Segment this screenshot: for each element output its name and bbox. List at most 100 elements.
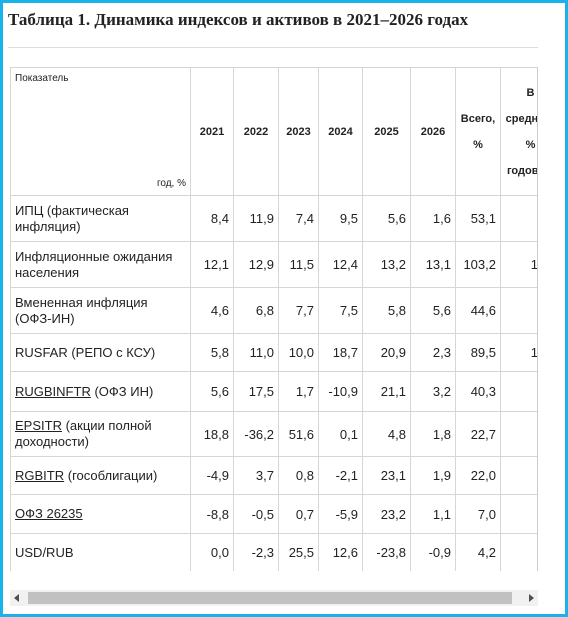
table-row: RUSFAR (РЕПО с КСУ) 5,8 11,0 10,0 18,7 20,9 2,… xyxy=(10,333,537,372)
cell-value: 23,1 xyxy=(362,456,411,495)
column-header: В среднем, % годовых xyxy=(500,67,537,196)
row-name: Инфляционные ожидания населения xyxy=(15,248,173,280)
cell-value: 3,9 xyxy=(500,456,537,495)
scrollbar[interactable] xyxy=(10,590,538,606)
column-header: 2022 xyxy=(233,67,279,196)
corner-bottom: год, % xyxy=(156,178,186,189)
cell-value: 12,6 xyxy=(318,533,363,571)
cell-value: 51,6 xyxy=(278,411,319,457)
row-label: Вмененная инфляция (ОФЗ-ИН) xyxy=(10,287,191,334)
cell-value: 40,3 xyxy=(455,371,501,412)
cell-value: 11,9 xyxy=(233,195,279,242)
cell-value: 1,6 xyxy=(410,195,456,242)
row-name: Вмененная инфляция (ОФЗ-ИН) xyxy=(15,294,148,326)
cell-value: 21,1 xyxy=(362,371,411,412)
cell-value: -0,9 xyxy=(410,533,456,571)
row-label: EPSITR (акции полной доходности) xyxy=(10,411,191,457)
title: Таблица 1. Динамика индексов и активов в… xyxy=(8,10,469,29)
row-name: (ОФЗ ИН) xyxy=(94,383,154,399)
column-header: 2023 xyxy=(278,67,319,196)
cell-value: 14,8 xyxy=(500,241,537,288)
cell-value: -8,8 xyxy=(190,494,234,534)
table: Показатель год, % 2021 2022 2023 2024 2025 202… xyxy=(10,67,537,571)
cell-value: 2,3 xyxy=(410,333,456,372)
cell-value: 1,7 xyxy=(278,371,319,412)
cell-value: 13,1 xyxy=(410,241,456,288)
cell-value: 0,0 xyxy=(190,533,234,571)
cell-value: 44,6 xyxy=(455,287,501,334)
row-label: ИПЦ (фактическая инфляция) xyxy=(10,195,191,242)
cell-value: 6,8 xyxy=(500,371,537,412)
table-body: ИПЦ (фактическая инфляция) 8,4 11,9 7,4 9,5 5… xyxy=(10,195,537,571)
scroll-left[interactable] xyxy=(14,594,19,602)
cell-value: 7,0 xyxy=(455,494,501,534)
column-header: 2024 xyxy=(318,67,363,196)
row-name: USD/RUB xyxy=(15,544,74,560)
table-row: RUGBINFTR (ОФЗ ИН) 5,6 17,5 1,7 -10,9 21,1 3,2… xyxy=(10,371,537,412)
cell-value: 53,1 xyxy=(455,195,501,242)
cell-value: 4,6 xyxy=(190,287,234,334)
cell-value: 0,8 xyxy=(500,533,537,571)
cell-value: -2,1 xyxy=(318,456,363,495)
row-link[interactable]: RUGBINFTR xyxy=(15,383,91,399)
row-name: (акции полной доходности) xyxy=(15,418,152,449)
corner-top: Показатель xyxy=(15,73,69,84)
corner-cell: Показатель год, % xyxy=(10,67,191,196)
row-name: RUSFAR (РЕПО с КСУ) xyxy=(15,344,156,360)
scroll-right[interactable] xyxy=(529,594,534,602)
cell-value: 12,1 xyxy=(190,241,234,288)
cell-value: 5,8 xyxy=(362,287,411,334)
column-header: Всего, % xyxy=(455,67,501,196)
cell-value: -5,9 xyxy=(318,494,363,534)
cell-value: 4,1 xyxy=(500,411,537,457)
cell-value: -2,3 xyxy=(233,533,279,571)
cell-value: 22,0 xyxy=(455,456,501,495)
cell-value: 7,4 xyxy=(278,195,319,242)
cell-value: 11,0 xyxy=(233,333,279,372)
table-row: Инфляционные ожидания населения 12,1 12,9 1… xyxy=(10,241,537,288)
row-label: RUGBINFTR (ОФЗ ИН) xyxy=(10,371,191,412)
table-row: RGBITR (гособлигации) -4,9 3,7 0,8 -2,1 23,1 1… xyxy=(10,456,537,495)
cell-value: 5,6 xyxy=(190,371,234,412)
cell-value: 5,8 xyxy=(190,333,234,372)
cell-value: 0,8 xyxy=(278,456,319,495)
cell-value: 0,1 xyxy=(318,411,363,457)
cell-value: -0,5 xyxy=(233,494,279,534)
row-link[interactable]: RGBITR xyxy=(15,467,65,483)
cell-value: 89,5 xyxy=(455,333,501,372)
divider xyxy=(8,47,538,48)
row-link[interactable]: EPSITR xyxy=(15,418,62,433)
row-label: RUSFAR (РЕПО с КСУ) xyxy=(10,333,191,372)
column-header: 2026 xyxy=(410,67,456,196)
cell-value: 1,3 xyxy=(500,494,537,534)
row-label: USD/RUB xyxy=(10,533,191,571)
table-row: USD/RUB 0,0-2,325,512,6-23,8-0,94,20,8 xyxy=(10,533,537,571)
cell-value: -4,9 xyxy=(190,456,234,495)
table-row: Вмененная инфляция (ОФЗ-ИН) 4,6 6,8 7,7 7,5 5… xyxy=(10,287,537,334)
cell-value: 5,6 xyxy=(410,287,456,334)
row-name: ИПЦ (фактическая инфляция) xyxy=(15,202,129,234)
cell-value: 7,7 xyxy=(278,287,319,334)
cell-value: 7,5 xyxy=(318,287,363,334)
table-row: ОФЗ 26235 -8,8-0,50,7-5,923,21,17,01,3 xyxy=(10,494,537,534)
cell-value: 9,5 xyxy=(318,195,363,242)
cell-value: -10,9 xyxy=(318,371,363,412)
column-header: 2025 xyxy=(362,67,411,196)
cell-value: 10,0 xyxy=(278,333,319,372)
scroll-thumb[interactable] xyxy=(28,592,512,604)
cell-value: -36,2 xyxy=(233,411,279,457)
cell-value: 23,2 xyxy=(362,494,411,534)
cell-value: 4,2 xyxy=(455,533,501,571)
column-header: 2021 xyxy=(190,67,234,196)
cell-value: 103,2 xyxy=(455,241,501,288)
row-label: ОФЗ 26235 xyxy=(10,494,191,534)
row-link[interactable]: ОФЗ 26235 xyxy=(15,506,83,521)
table-row: ИПЦ (фактическая инфляция) 8,4 11,9 7,4 9,5 5… xyxy=(10,195,537,242)
cell-value: -23,8 xyxy=(362,533,411,571)
cell-value: 5,6 xyxy=(362,195,411,242)
cell-value: 11,5 xyxy=(278,241,319,288)
cell-value: 1,8 xyxy=(410,411,456,457)
table-container: Показатель год, % 2021 2022 2023 2024 2025 202… xyxy=(10,67,538,571)
